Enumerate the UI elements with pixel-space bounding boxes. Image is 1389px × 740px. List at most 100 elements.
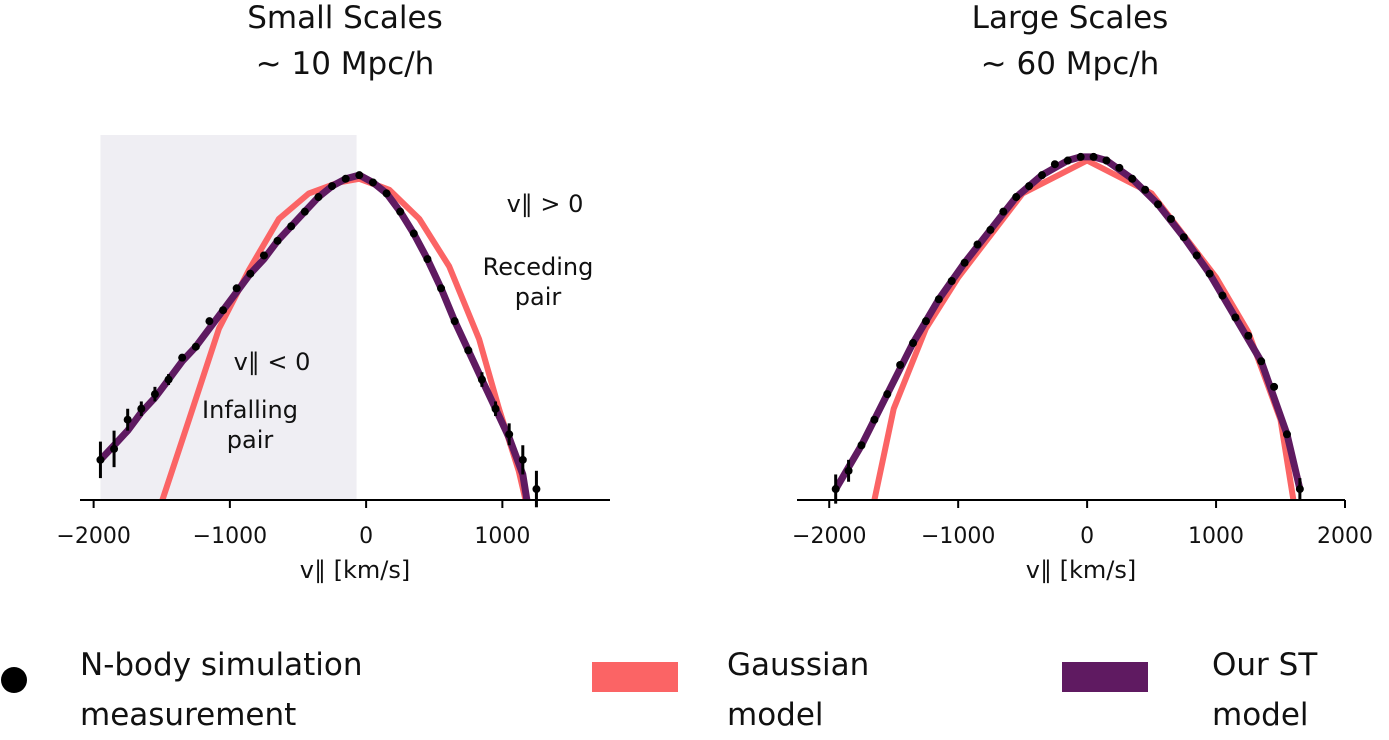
data-point: [1115, 163, 1124, 172]
data-point: [1089, 152, 1098, 161]
data-point: [831, 485, 840, 494]
data-point: [123, 415, 132, 424]
data-point: [273, 236, 282, 245]
data-point: [857, 441, 866, 450]
data-point: [883, 390, 892, 399]
data-point: [896, 360, 905, 369]
data-point: [259, 251, 268, 260]
x-tick-label: −1000: [921, 524, 995, 549]
data-point: [1128, 174, 1137, 183]
data-point: [1025, 182, 1034, 191]
data-point: [164, 375, 173, 384]
data-point: [1037, 171, 1046, 180]
x-axis-label: v∥ [km/s]: [300, 556, 410, 584]
legend-label: N-body simulation measurement: [80, 647, 363, 733]
annotation: v∥ < 0: [234, 348, 311, 376]
chart-title: Large Scales: [972, 0, 1169, 36]
data-point: [1154, 200, 1163, 209]
data-point: [150, 390, 159, 399]
data-point: [314, 193, 323, 202]
data-point: [137, 404, 146, 413]
data-point: [1166, 214, 1175, 223]
data-point: [355, 171, 364, 180]
data-point: [1205, 269, 1214, 278]
data-point: [518, 455, 527, 464]
data-point: [934, 295, 943, 304]
x-tick-label: −1000: [193, 524, 267, 549]
x-tick-label: 1000: [474, 524, 530, 549]
legend-marker: [1, 667, 27, 693]
data-point: [477, 375, 486, 384]
legend-label: Gaussian model: [727, 647, 870, 733]
data-point: [246, 269, 255, 278]
data-point: [1076, 152, 1085, 161]
data-point: [1192, 251, 1201, 260]
data-point: [409, 229, 418, 238]
annotation: pair: [227, 426, 274, 454]
data-point: [205, 317, 214, 326]
data-point: [1270, 382, 1279, 391]
chart-subtitle: ~ 60 Mpc/h: [981, 46, 1160, 82]
data-point: [396, 207, 405, 216]
data-point: [368, 178, 377, 187]
data-point: [464, 346, 473, 355]
data-point: [1050, 160, 1059, 169]
data-point: [96, 455, 105, 464]
data-point: [960, 258, 969, 267]
data-point: [909, 339, 918, 348]
data-point: [999, 207, 1008, 216]
x-axis-label: v∥ [km/s]: [1026, 556, 1136, 584]
x-tick-label: −2000: [792, 524, 866, 549]
data-point: [947, 277, 956, 285]
data-point: [287, 222, 296, 231]
data-point: [382, 189, 391, 198]
x-tick-label: 0: [1080, 524, 1094, 549]
legend-marker: [592, 662, 678, 692]
data-point: [505, 430, 514, 439]
annotation: Infalling: [202, 396, 298, 424]
annotation: Receding: [483, 253, 594, 281]
data-point: [110, 444, 119, 453]
shaded-region: [100, 135, 357, 500]
data-point: [491, 404, 500, 413]
data-point: [191, 342, 200, 351]
data-point: [1012, 193, 1021, 202]
data-point: [532, 485, 541, 494]
model-line: [871, 157, 1297, 501]
chart-subtitle: ~ 10 Mpc/h: [256, 46, 435, 82]
data-point: [1231, 313, 1240, 322]
data-point: [1218, 291, 1227, 300]
data-point: [437, 284, 446, 293]
data-point: [1179, 233, 1188, 242]
model-line: [832, 153, 1304, 491]
x-tick-label: 1000: [1188, 524, 1244, 549]
data-point: [973, 240, 982, 249]
data-point: [423, 255, 432, 264]
data-point: [1244, 331, 1253, 340]
data-point: [844, 466, 853, 475]
data-point: [986, 225, 995, 234]
x-tick-label: 2000: [1317, 524, 1373, 549]
data-point: [1102, 156, 1111, 165]
x-tick-label: 0: [359, 524, 373, 549]
data-point: [1295, 485, 1304, 494]
data-point: [300, 207, 309, 216]
data-point: [921, 317, 930, 326]
data-point: [1257, 357, 1266, 366]
chart-title: Small Scales: [247, 0, 443, 36]
data-point: [450, 317, 459, 326]
data-point: [1282, 430, 1291, 439]
legend-label: Our ST model: [1212, 647, 1318, 733]
data-point: [1063, 156, 1072, 165]
data-point: [232, 284, 241, 293]
x-tick-label: −2000: [56, 524, 130, 549]
data-point: [328, 182, 337, 191]
annotation: v∥ > 0: [507, 190, 584, 218]
data-point: [1141, 185, 1150, 194]
data-point: [870, 415, 879, 424]
data-point: [341, 174, 350, 183]
data-point: [178, 353, 187, 362]
legend-marker: [1062, 662, 1148, 692]
